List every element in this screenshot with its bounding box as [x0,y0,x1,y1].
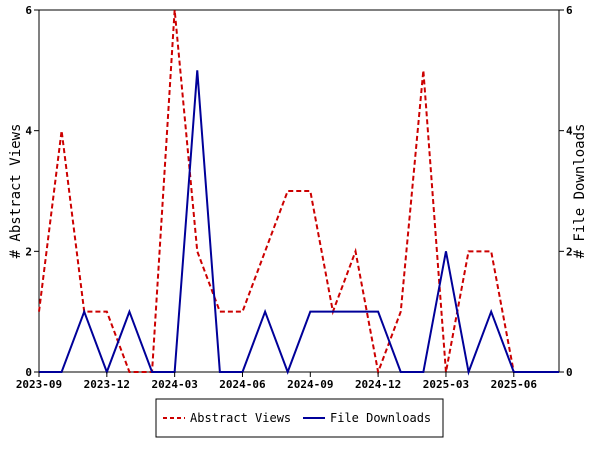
y-tick-label: 0 [25,366,32,379]
x-tick-label: 2025-06 [491,378,538,391]
y-tick-label: 2 [25,245,32,258]
series-layer [38,9,559,376]
y2-tick-label: 6 [566,4,573,17]
y-axis-title: # Abstract Views [8,124,24,259]
legend: Abstract Views File Downloads [155,398,444,438]
x-tick-label: 2024-03 [151,378,197,391]
y-tick-label: 6 [25,4,32,17]
y2-axis-title: # File Downloads [572,124,588,259]
y2-tick-label: 0 [566,366,573,379]
series-line-abstract-views [38,9,559,376]
x-tick-label: 2023-09 [16,378,62,391]
y2-tick-label: 4 [566,125,573,138]
legend-label-file-downloads: File Downloads [330,411,431,425]
y2-tick-label: 2 [566,245,573,258]
y-tick-label: 4 [25,125,32,138]
x-tick-label: 2024-06 [219,378,266,391]
x-tick-label: 2023-12 [84,378,130,391]
legend-box [155,398,444,438]
x-tick-label: 2024-09 [287,378,333,391]
axis-layer: 0 2 4 6 0 2 4 6 2023-09 2023-12 2024-03 2024-06 2024… [16,4,573,391]
x-tick-label: 2025-03 [423,378,469,391]
legend-label-abstract-views: Abstract Views [190,411,291,425]
series-line-file-downloads [39,70,559,376]
x-tick-label: 2024-12 [355,378,401,391]
